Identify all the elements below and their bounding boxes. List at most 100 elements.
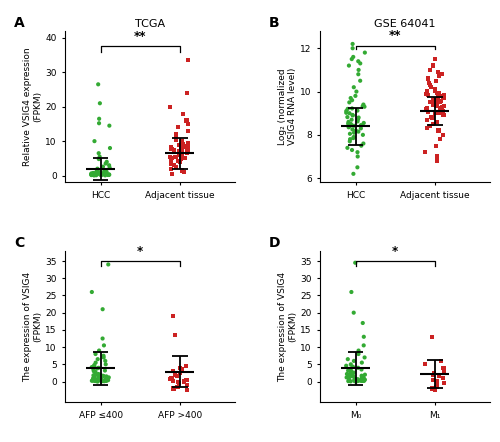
Point: [350, 369, 358, 376]
Point: [102, 373, 110, 380]
Point: [96, 171, 104, 178]
Point: [175, 150, 183, 157]
Point: [98, 372, 106, 379]
Point: [431, 97, 439, 104]
Point: [101, 172, 109, 179]
Point: [96, 168, 104, 175]
Point: [439, 95, 447, 102]
Point: [436, 110, 444, 117]
Point: [90, 377, 98, 384]
Point: [358, 142, 366, 149]
Point: [184, 139, 192, 146]
Point: [172, 332, 179, 339]
Point: [89, 374, 97, 381]
Point: [182, 362, 190, 370]
Point: [431, 88, 439, 95]
Point: [102, 361, 110, 368]
Point: [89, 377, 97, 384]
Point: [344, 144, 351, 151]
Point: [355, 377, 363, 384]
Point: [88, 171, 96, 179]
Point: [352, 88, 360, 95]
Point: [106, 164, 114, 171]
Point: [182, 142, 190, 149]
Point: [104, 377, 112, 384]
Point: [172, 153, 179, 160]
Point: [360, 377, 368, 385]
Point: [426, 66, 434, 73]
Point: [90, 377, 98, 384]
Point: [354, 153, 362, 160]
Point: [354, 107, 362, 114]
Point: [174, 373, 182, 380]
Point: [342, 109, 350, 116]
Point: [354, 351, 362, 358]
Point: [102, 158, 110, 165]
Point: [94, 166, 102, 173]
Point: [87, 171, 95, 178]
Point: [88, 171, 96, 179]
Point: [346, 123, 354, 130]
Point: [172, 136, 180, 143]
Point: [102, 170, 110, 177]
Point: [352, 92, 360, 99]
Point: [432, 103, 440, 110]
Point: [348, 56, 356, 63]
Text: A: A: [14, 16, 25, 30]
Point: [353, 377, 361, 384]
Point: [360, 374, 368, 381]
Point: [93, 365, 101, 372]
Point: [106, 122, 114, 129]
Point: [102, 357, 110, 364]
Point: [176, 152, 184, 159]
Point: [360, 342, 368, 349]
Point: [350, 309, 358, 316]
Point: [94, 370, 102, 377]
Point: [350, 129, 358, 136]
Point: [360, 103, 368, 110]
Point: [101, 367, 109, 374]
Point: [97, 171, 105, 178]
Point: [102, 377, 110, 385]
Point: [358, 375, 366, 382]
Point: [90, 362, 98, 370]
Point: [350, 376, 358, 383]
Title: TCGA: TCGA: [135, 19, 165, 29]
Point: [354, 114, 362, 121]
Point: [354, 128, 362, 135]
Point: [96, 377, 104, 384]
Point: [90, 137, 98, 145]
Point: [90, 373, 98, 380]
Point: [350, 134, 358, 141]
Point: [423, 88, 431, 95]
Point: [440, 112, 448, 119]
Point: [104, 171, 112, 179]
Point: [96, 371, 104, 378]
Point: [168, 145, 175, 152]
Point: [356, 60, 364, 67]
Point: [184, 57, 192, 64]
Point: [354, 376, 362, 383]
Point: [98, 171, 106, 178]
Point: [353, 377, 361, 384]
Point: [96, 374, 104, 381]
Point: [432, 383, 440, 390]
Point: [94, 373, 102, 381]
Point: [432, 142, 440, 149]
Point: [352, 377, 360, 384]
Point: [174, 141, 182, 148]
Point: [424, 109, 432, 116]
Point: [349, 112, 357, 119]
Point: [174, 383, 182, 390]
Point: [428, 385, 436, 392]
Point: [358, 103, 366, 110]
Point: [104, 171, 112, 179]
Point: [100, 377, 108, 384]
Point: [103, 377, 111, 384]
Point: [183, 387, 191, 394]
Point: [345, 62, 353, 69]
Point: [350, 373, 358, 380]
Point: [430, 101, 438, 108]
Point: [345, 377, 353, 384]
Y-axis label: Log₂ (normalized
VSIG4 RNA level): Log₂ (normalized VSIG4 RNA level): [278, 68, 297, 145]
